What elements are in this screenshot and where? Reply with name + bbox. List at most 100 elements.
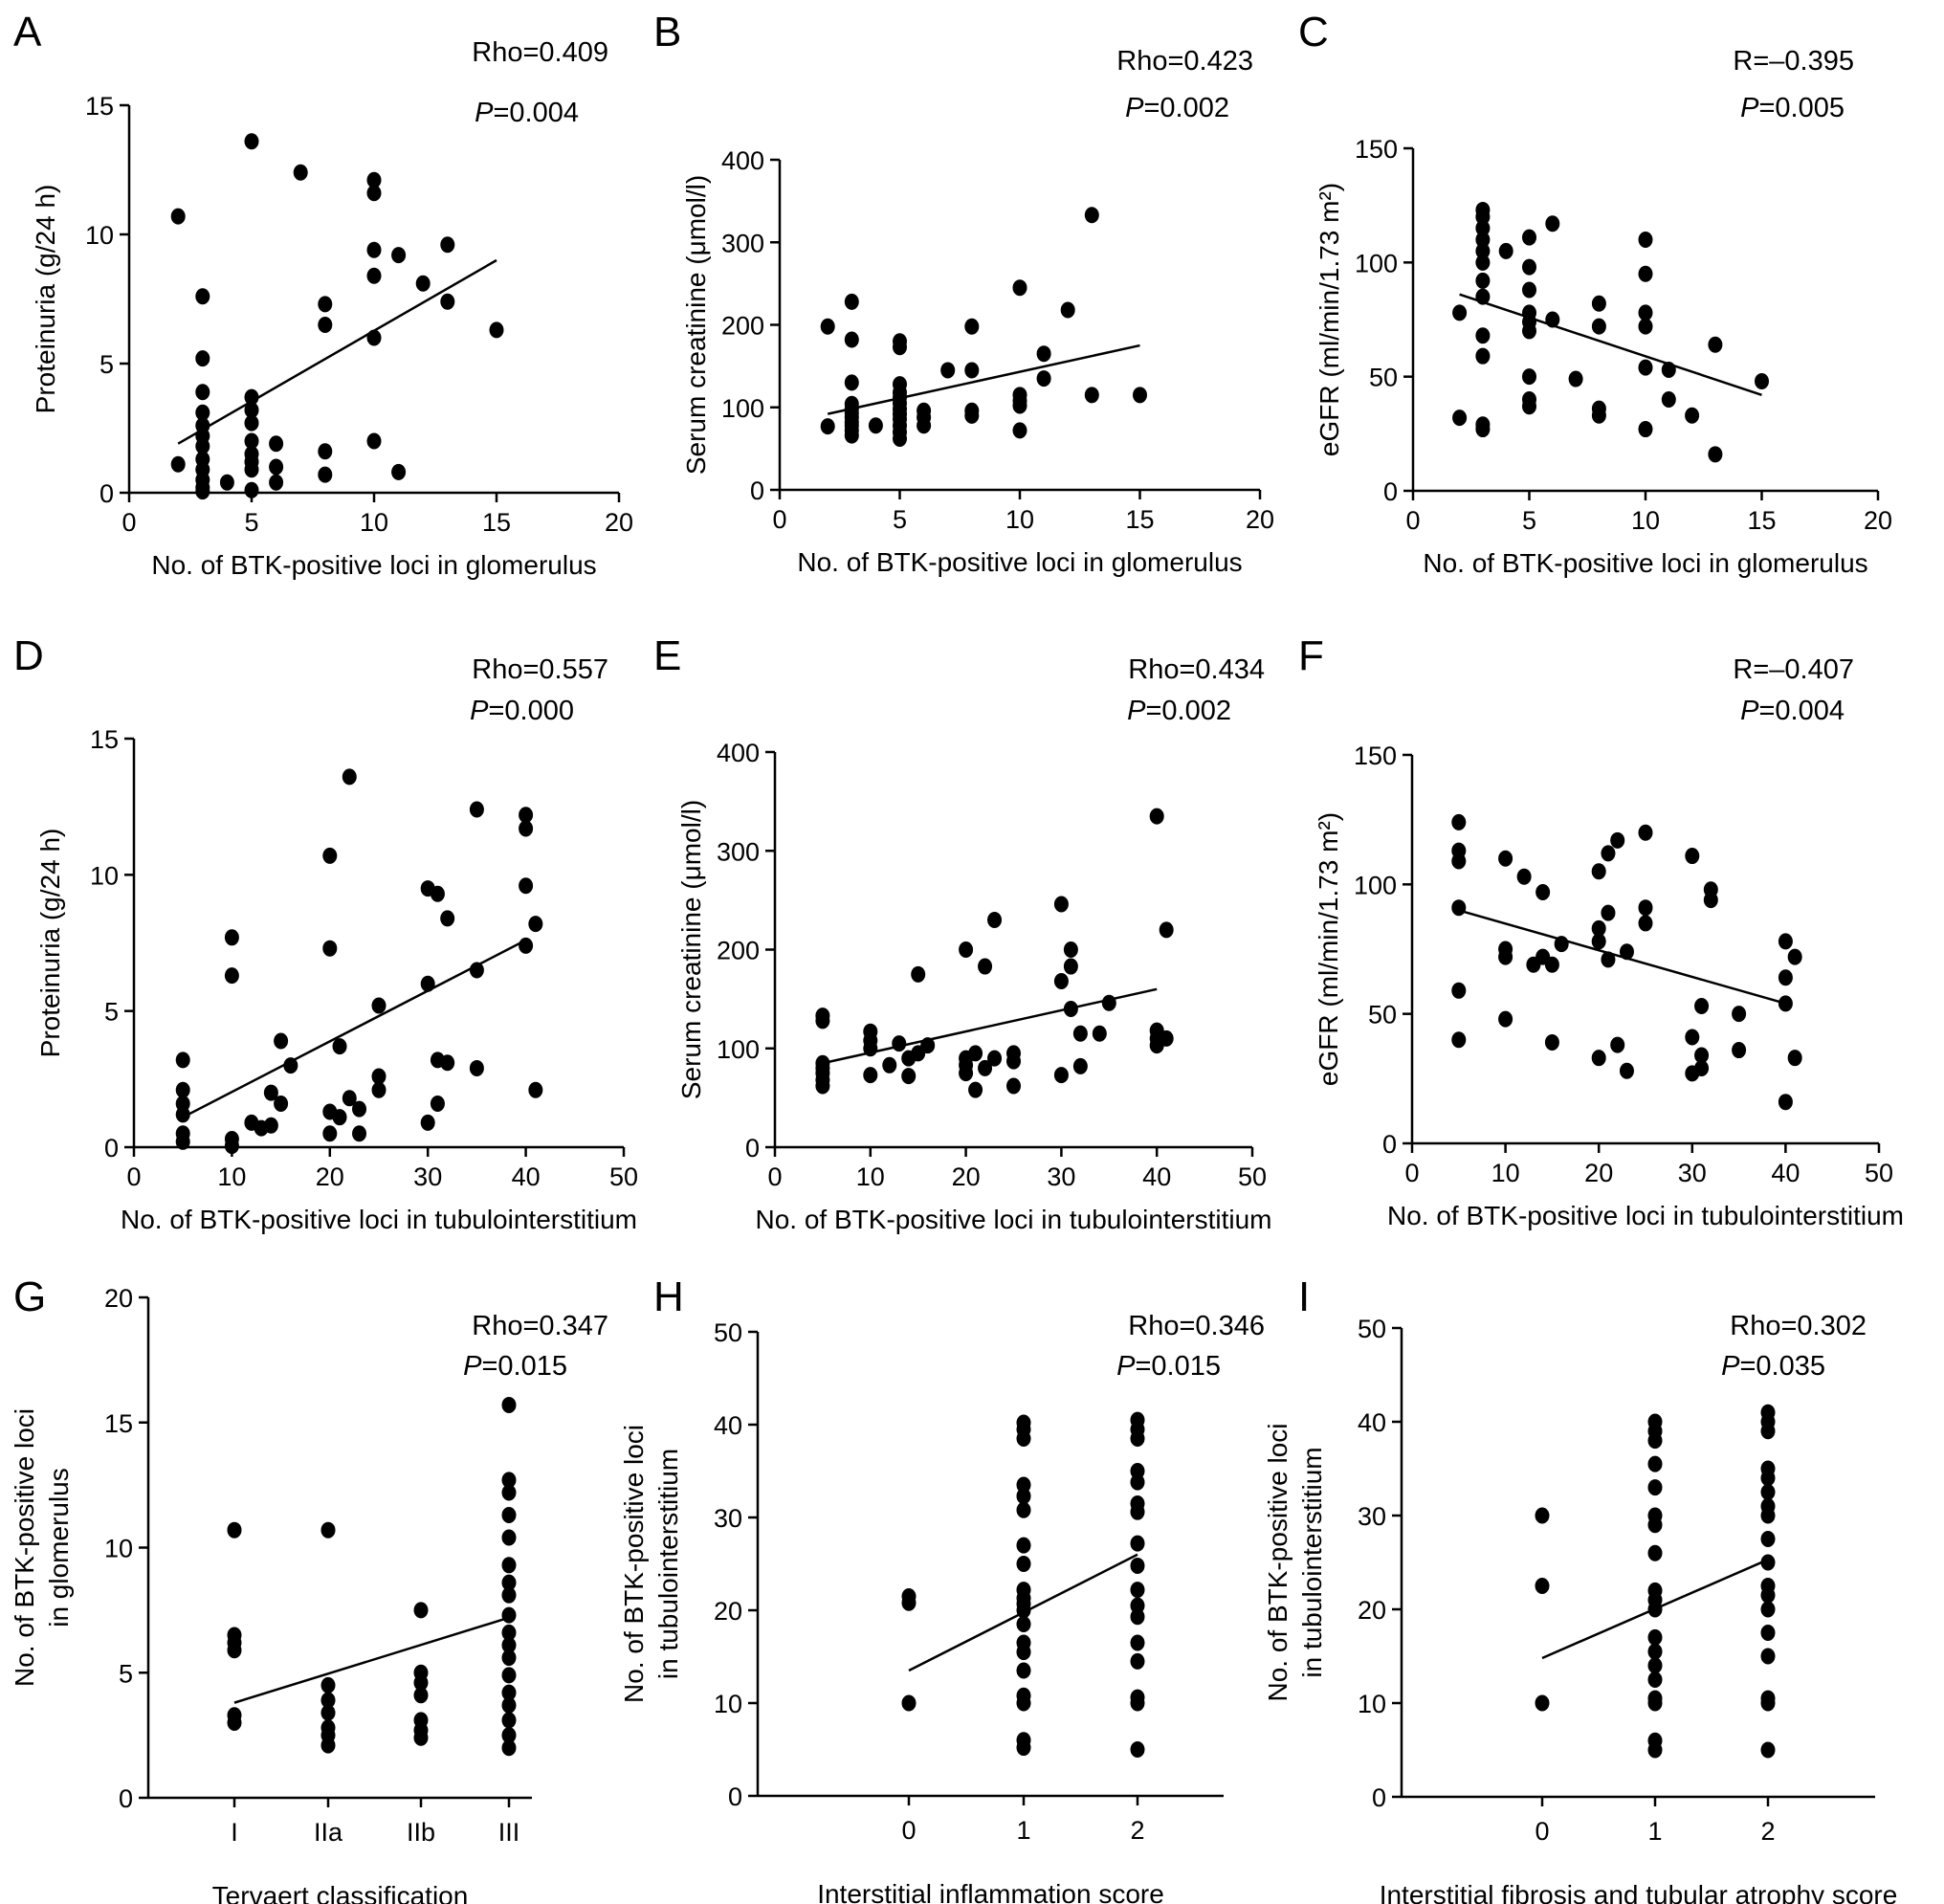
data-point <box>519 807 534 824</box>
data-point <box>519 820 534 837</box>
data-point <box>224 967 239 985</box>
trend-line <box>182 939 527 1118</box>
y-tick-label: 0 <box>99 479 114 508</box>
data-point <box>332 1038 347 1055</box>
y-tick-label: 5 <box>104 998 119 1027</box>
data-point <box>1638 304 1653 321</box>
panel-c: C R=–0.395 P=0.005 0 50 100 150 0 5 10 15 20 No. of … <box>1298 9 1892 578</box>
x-tick-label: 30 <box>413 1162 442 1191</box>
data-point <box>1638 915 1653 932</box>
data-point <box>322 940 338 957</box>
data-point <box>1601 951 1616 968</box>
data-point <box>283 1057 298 1074</box>
data-point <box>1475 288 1491 305</box>
data-point <box>1452 410 1468 427</box>
p-value-text: =0.000 <box>488 696 574 726</box>
y-tick-label: 0 <box>750 476 764 505</box>
data-point <box>501 1484 517 1501</box>
data-point <box>528 916 543 933</box>
data-point <box>844 374 859 391</box>
data-point <box>1554 936 1569 953</box>
data-point <box>1685 1029 1700 1046</box>
data-point <box>1638 231 1653 248</box>
data-point <box>1063 958 1078 975</box>
y-tick-label: 100 <box>1354 871 1397 899</box>
data-point <box>1130 1463 1145 1479</box>
y-tick-label: 10 <box>714 1690 742 1718</box>
data-point <box>269 458 284 476</box>
panel-d: D Rho=0.557 P=0.000 0 5 10 15 0 10 20 30 40 50 No. of… <box>13 632 638 1234</box>
data-point <box>195 483 210 500</box>
y-tick-label: 50 <box>1358 1315 1386 1343</box>
data-point <box>440 1054 455 1072</box>
x-tick-label: 5 <box>893 505 907 534</box>
data-point <box>318 317 333 333</box>
y-tick-label: 0 <box>745 1134 760 1162</box>
stat-p-value: P=0.000 <box>470 696 574 726</box>
stat-p-value: P=0.035 <box>1721 1351 1825 1382</box>
panel-letter: H <box>653 1273 684 1320</box>
y-tick-label: 15 <box>85 92 114 121</box>
data-point <box>1535 883 1551 900</box>
panel-h: H Rho=0.346 P=0.015 0 10 20 30 40 50 0 1 2 Interstit… <box>619 1273 1265 1904</box>
data-point <box>1130 1535 1145 1552</box>
data-point <box>1451 1031 1467 1049</box>
p-italic: P <box>1740 93 1759 123</box>
data-point <box>820 318 835 335</box>
data-point <box>1498 242 1513 259</box>
p-italic: P <box>1721 1351 1740 1382</box>
data-point <box>1006 1077 1021 1095</box>
p-value-text: =0.035 <box>1739 1351 1825 1382</box>
data-point <box>269 474 284 491</box>
data-point <box>1016 1602 1031 1619</box>
data-point <box>1760 1531 1776 1547</box>
data-point <box>1452 304 1468 321</box>
y-tick-label: 15 <box>104 1409 133 1438</box>
data-point <box>1647 1672 1663 1688</box>
y-tick-label: 100 <box>721 394 764 423</box>
data-point <box>1522 368 1536 386</box>
y-axis-label: Serum creatinine (μmol/l) <box>676 800 706 1099</box>
data-point <box>274 1032 289 1050</box>
p-italic: P <box>470 696 489 726</box>
data-point <box>501 1606 517 1624</box>
data-point <box>1647 1694 1663 1712</box>
y-tick-label: 400 <box>717 739 760 767</box>
x-tick-label: 20 <box>952 1162 981 1191</box>
data-point <box>1638 824 1653 841</box>
x-tick-label: 0 <box>901 1816 916 1845</box>
data-point <box>1647 1479 1663 1496</box>
data-point <box>1475 254 1491 271</box>
y-tick-label: 0 <box>1372 1783 1386 1812</box>
data-point <box>1661 391 1676 409</box>
data-point <box>1063 941 1078 958</box>
stat-coefficient: Rho=0.409 <box>472 37 608 68</box>
x-tick-label: 40 <box>1142 1162 1171 1191</box>
data-point <box>1760 1694 1776 1712</box>
trend-line <box>177 258 497 445</box>
data-point <box>274 1095 289 1112</box>
y-axis-label: eGFR (ml/min/1.73 m²) <box>1314 183 1344 456</box>
x-tick-label: 10 <box>1631 506 1660 535</box>
x-axis-label: No. of BTK-positive loci in glomerulus <box>1423 548 1867 578</box>
data-point <box>968 1081 983 1098</box>
data-point <box>320 1676 336 1694</box>
x-tick-label: 0 <box>1404 1159 1419 1187</box>
data-point <box>170 208 186 225</box>
x-tick-label: 30 <box>1047 1162 1075 1191</box>
panel-letter: C <box>1298 9 1329 55</box>
stat-coefficient: R=–0.407 <box>1733 654 1854 685</box>
data-point <box>1545 215 1560 232</box>
x-tick-label: 50 <box>1238 1162 1267 1191</box>
data-point <box>1016 1616 1031 1633</box>
x-tick-label: IIb <box>407 1818 435 1847</box>
data-point <box>1708 446 1723 463</box>
data-point <box>882 1056 897 1074</box>
data-point <box>1072 1025 1088 1042</box>
data-point <box>318 443 333 460</box>
x-axis-label: Interstitial fibrosis and tubular atroph… <box>1380 1880 1898 1904</box>
x-tick-label: 10 <box>217 1162 246 1191</box>
data-point <box>1591 1050 1606 1067</box>
panel-e: E Rho=0.434 P=0.002 0 100 200 300 400 0 10 20 30 40 5… <box>653 632 1272 1234</box>
